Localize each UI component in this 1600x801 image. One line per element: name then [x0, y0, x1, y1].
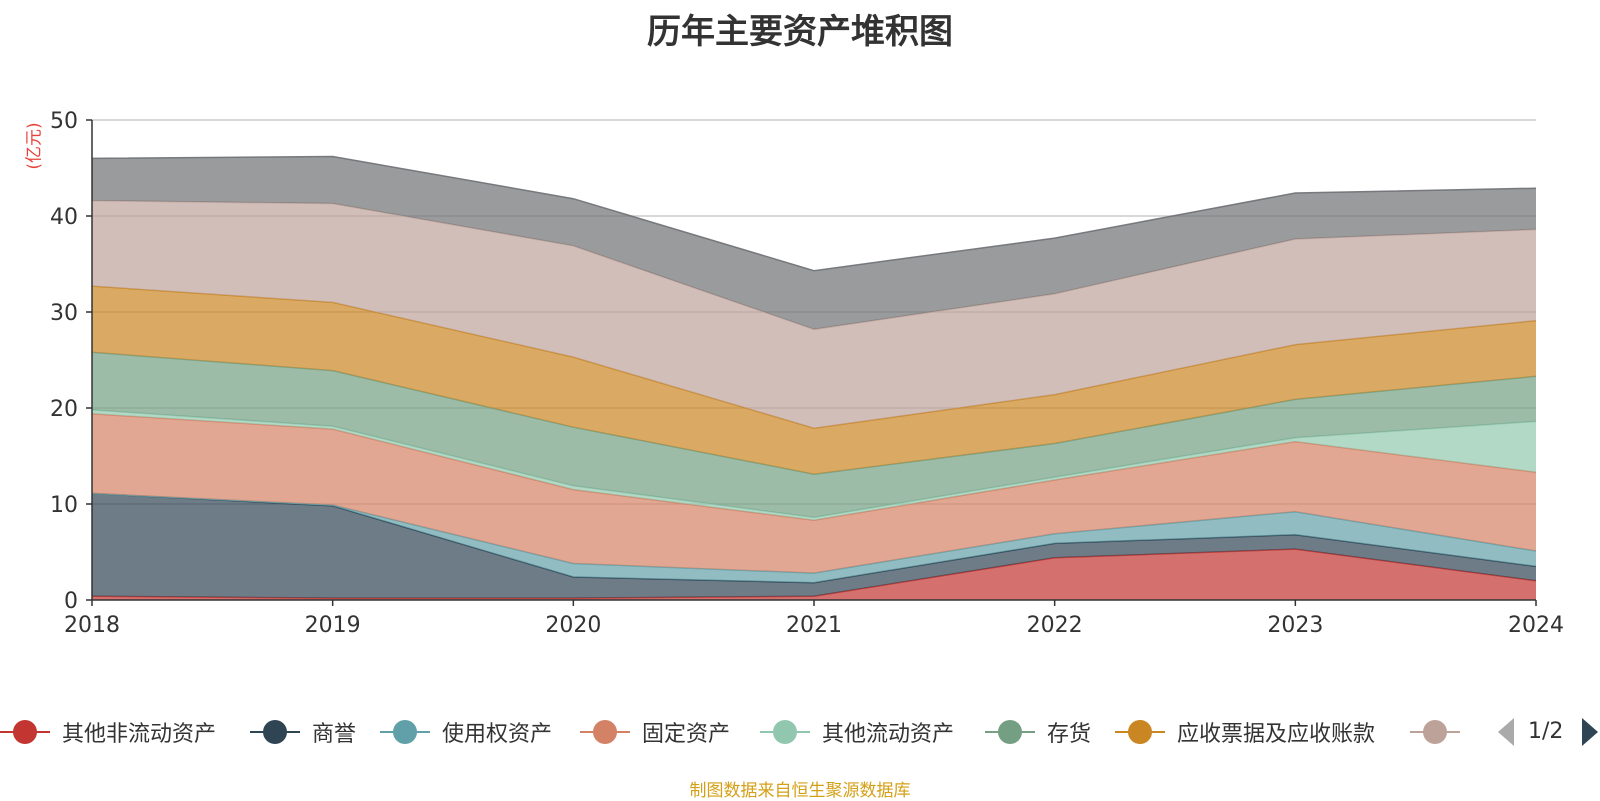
legend-label: 其他流动资产	[822, 722, 955, 747]
legend-marker-icon	[250, 712, 300, 752]
legend-label: 存货	[1047, 722, 1092, 747]
legend-item[interactable]: 其他流动资产	[760, 712, 954, 752]
legend-marker-icon	[380, 712, 430, 752]
area-series-8	[92, 156, 1536, 330]
x-tick-label: 2022	[1027, 613, 1083, 638]
x-tick-label: 2024	[1508, 613, 1564, 638]
source-note: 制图数据来自恒生聚源数据库	[689, 781, 911, 801]
legend-item[interactable]: 其他非流动资产	[0, 712, 216, 752]
chart-title: 历年主要资产堆积图	[647, 12, 953, 52]
legend-marker-icon	[0, 712, 50, 752]
legend-marker-icon	[1115, 712, 1165, 752]
legend-item[interactable]: 应收票据及应收账款	[1115, 712, 1375, 752]
legend-label: 商誉	[312, 722, 357, 747]
x-tick-label: 2021	[786, 613, 842, 638]
legend-next-page-icon[interactable]	[1580, 712, 1600, 752]
area-series	[91, 155, 1537, 600]
legend-items: 其他非流动资产 商誉 使用权资产 固定资产 其他流动资产 存货 应收票据及应收账款 货	[0, 712, 1470, 752]
legend-item[interactable]: 存货	[985, 712, 1091, 752]
y-tick-label: 20	[50, 397, 78, 422]
y-tick-label: 40	[50, 205, 78, 230]
area-series-1	[92, 493, 1536, 599]
legend-item[interactable]: 商誉	[250, 712, 356, 752]
x-tick-label: 2018	[64, 613, 120, 638]
legend-label: 使用权资产	[442, 722, 553, 747]
area-series-5	[92, 352, 1536, 518]
area-series-3	[92, 413, 1536, 574]
legend-item[interactable]: 固定资产	[580, 712, 730, 752]
area-series-4	[92, 409, 1536, 521]
y-tick-label: 50	[50, 109, 78, 134]
legend-page-indicator: 1/2	[1528, 719, 1564, 744]
area-series-top-line	[91, 155, 1537, 272]
legend-label: 固定资产	[642, 722, 731, 747]
x-tick-label: 2020	[545, 613, 601, 638]
y-tick-label: 30	[50, 301, 78, 326]
legend-item[interactable]: 使用权资产	[380, 712, 552, 752]
axes	[86, 119, 1537, 606]
legend-label: 应收票据及应收账款	[1177, 722, 1376, 747]
y-tick-label: 0	[64, 589, 78, 614]
legend-item[interactable]: 货	[1410, 712, 1470, 752]
area-series-7	[92, 200, 1536, 429]
area-series-6	[92, 286, 1536, 475]
legend-prev-page-icon[interactable]	[1496, 712, 1516, 752]
area-series-0	[92, 549, 1536, 600]
legend-marker-icon	[580, 712, 630, 752]
x-tick-label: 2023	[1267, 613, 1323, 638]
legend-marker-icon	[985, 712, 1035, 752]
legend-marker-icon	[1410, 712, 1460, 752]
y-tick-label: 10	[50, 493, 78, 518]
stacked-area-chart: 0 10 20 30 40 50 2018 2019 2020 2021 2022 2023 2024	[50, 109, 1564, 638]
tick-labels: 0 10 20 30 40 50 2018 2019 2020 2021 2022 2023 2024	[50, 109, 1564, 638]
legend: 其他非流动资产 商誉 使用权资产 固定资产 其他流动资产 存货 应收票据及应收账款 货 1/2	[0, 712, 1600, 752]
x-tick-label: 2019	[305, 613, 361, 638]
legend-marker-icon	[760, 712, 810, 752]
legend-label: 其他非流动资产	[62, 722, 217, 747]
